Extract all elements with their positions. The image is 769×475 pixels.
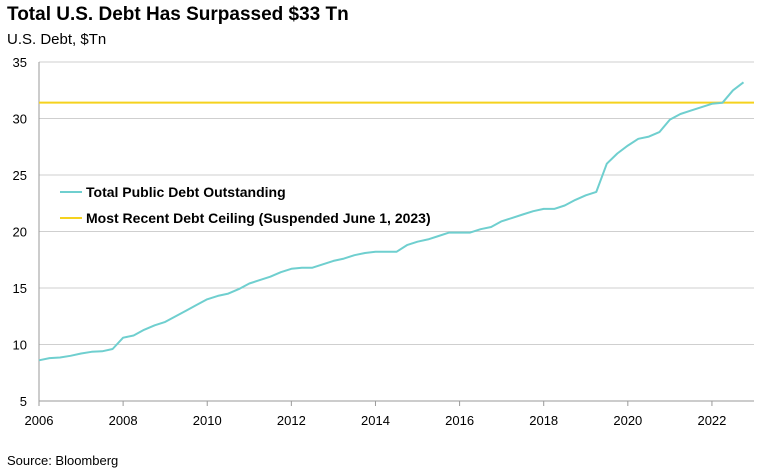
y-tick-label: 25: [13, 168, 27, 183]
x-tick-label: 2014: [361, 413, 390, 428]
total-debt-line: [38, 81, 745, 362]
chart-title: Total U.S. Debt Has Surpassed $33 Tn: [7, 4, 349, 25]
x-tick-label: 2010: [193, 413, 222, 428]
x-tick-label: 2016: [445, 413, 474, 428]
x-tick-label: 2006: [25, 413, 54, 428]
x-tick-label: 2008: [109, 413, 138, 428]
legend-label-ceiling: Most Recent Debt Ceiling (Suspended June…: [86, 210, 431, 226]
chart-subtitle: U.S. Debt, $Tn: [7, 31, 107, 48]
source-note: Source: Bloomberg: [7, 453, 119, 468]
x-tick-label: 2018: [529, 413, 558, 428]
x-tick-label: 2012: [277, 413, 306, 428]
x-tick-label: 2022: [697, 413, 726, 428]
y-tick-label: 30: [13, 112, 27, 127]
legend-label-debt: Total Public Debt Outstanding: [86, 184, 286, 200]
y-tick-label: 15: [13, 281, 27, 296]
y-tick-label: 20: [13, 225, 27, 240]
y-tick-label: 10: [13, 338, 27, 353]
x-tick-label: 2020: [613, 413, 642, 428]
y-tick-label: 5: [20, 394, 27, 409]
y-tick-label: 35: [13, 55, 27, 70]
